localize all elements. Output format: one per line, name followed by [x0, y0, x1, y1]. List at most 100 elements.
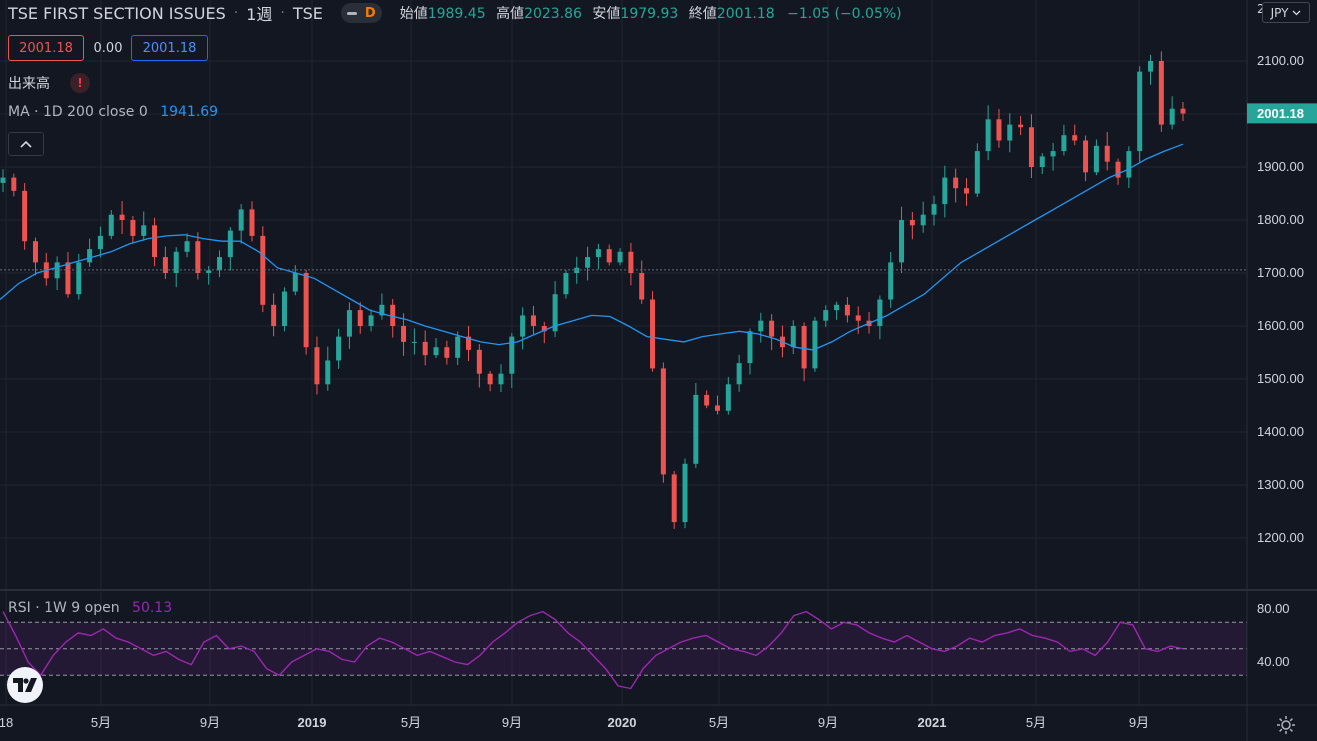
candle-body [476, 349, 482, 374]
candle [368, 309, 374, 332]
candle-body [585, 257, 591, 268]
candle-body [736, 363, 742, 385]
candle-body [877, 299, 883, 326]
ma-value: 1941.69 [160, 104, 219, 120]
candle [790, 320, 796, 355]
candle-body [704, 394, 710, 406]
candle-body [942, 177, 948, 205]
candle [130, 215, 136, 244]
price-axis: 2100.002000.001900.001800.001700.001600.… [1257, 53, 1304, 669]
candle [54, 256, 60, 291]
ma-line [0, 143, 1184, 351]
data-source-pill[interactable]: D [340, 3, 382, 23]
chevron-down-icon [1292, 10, 1301, 15]
svg-text:2001.18: 2001.18 [1257, 106, 1304, 121]
candle-body [411, 341, 417, 343]
candle [292, 265, 298, 296]
candle-body [1137, 71, 1143, 152]
gear-icon [1277, 716, 1295, 734]
time-tick-label: 2020 [608, 715, 637, 730]
candle [357, 302, 363, 334]
candle-body [1028, 127, 1034, 167]
candle-body [271, 304, 277, 326]
interval-label[interactable]: 1週 [246, 5, 273, 24]
candle-body [899, 220, 905, 263]
candle-body [1061, 135, 1067, 152]
candle-body [249, 209, 255, 236]
candle [899, 206, 905, 273]
candle-body [1050, 151, 1056, 157]
candle-body [108, 214, 114, 236]
candle [87, 238, 93, 267]
symbol-title[interactable]: TSE FIRST SECTION ISSUES [8, 3, 226, 23]
candle [595, 243, 601, 270]
candle [336, 328, 342, 369]
candle [476, 344, 482, 388]
candle [141, 211, 147, 241]
candles [0, 51, 1186, 529]
candle [422, 330, 428, 366]
candle-body [844, 304, 850, 316]
ma-legend[interactable]: MA · 1D 200 close 0 1941.69 [8, 104, 218, 120]
volume-label: 出来高 [8, 76, 50, 92]
candle-body [1007, 124, 1013, 141]
candle-body [141, 225, 147, 236]
candle [119, 201, 125, 234]
candle [585, 246, 591, 281]
candle [520, 307, 526, 350]
price-tick-label: 1700.00 [1257, 265, 1304, 280]
candle [1072, 124, 1078, 146]
candle-body [162, 257, 168, 273]
candle-body [530, 315, 536, 326]
close-label: 終値 [688, 6, 717, 22]
candle [162, 246, 168, 279]
high-label: 高値 [496, 6, 525, 22]
candle [628, 242, 634, 286]
volume-legend[interactable]: 出来高 ! [8, 73, 90, 93]
warning-icon[interactable]: ! [70, 73, 90, 93]
candle-body [855, 315, 861, 321]
rsi-legend[interactable]: RSI · 1W 9 open 50.13 [8, 600, 172, 616]
price-tick-label: 2100.00 [1257, 53, 1304, 68]
candle-body [1158, 61, 1164, 125]
candle [1093, 139, 1099, 176]
candle-body [812, 320, 818, 369]
candle [909, 212, 915, 240]
candle [401, 313, 407, 356]
chart-header: TSE FIRST SECTION ISSUES · 1週 · TSE D 始値… [8, 3, 902, 24]
candle [812, 317, 818, 372]
candle-body [682, 463, 688, 523]
candle-body [22, 190, 28, 242]
candle [953, 168, 959, 203]
candle-body [628, 251, 634, 273]
candle [303, 269, 309, 355]
candle-body [379, 304, 385, 316]
candle [769, 314, 775, 351]
candle-body [595, 249, 601, 258]
candle [617, 248, 623, 266]
time-tick-label: 9月 [818, 715, 838, 730]
tradingview-logo[interactable] [7, 667, 43, 703]
candle [195, 232, 201, 280]
sell-price-box[interactable]: 2001.18 [8, 35, 84, 61]
candle [217, 250, 223, 278]
candle [466, 325, 472, 362]
candle [1137, 66, 1143, 163]
high-value: 2023.86 [524, 6, 582, 22]
chevron-up-icon [20, 140, 32, 148]
candle-body [985, 119, 991, 152]
buy-price-box[interactable]: 2001.18 [131, 35, 208, 61]
currency-select[interactable]: JPY [1262, 2, 1310, 23]
candle-body [1180, 108, 1186, 114]
candle [498, 364, 504, 393]
candle [487, 370, 493, 392]
candle [1180, 102, 1186, 121]
settings-button[interactable] [1274, 713, 1298, 737]
candle-body [1104, 145, 1110, 162]
collapse-legend-button[interactable] [8, 132, 44, 156]
candle-body [931, 204, 937, 215]
candle-body [1126, 151, 1132, 178]
candle-body [725, 384, 731, 411]
candle [714, 395, 720, 415]
